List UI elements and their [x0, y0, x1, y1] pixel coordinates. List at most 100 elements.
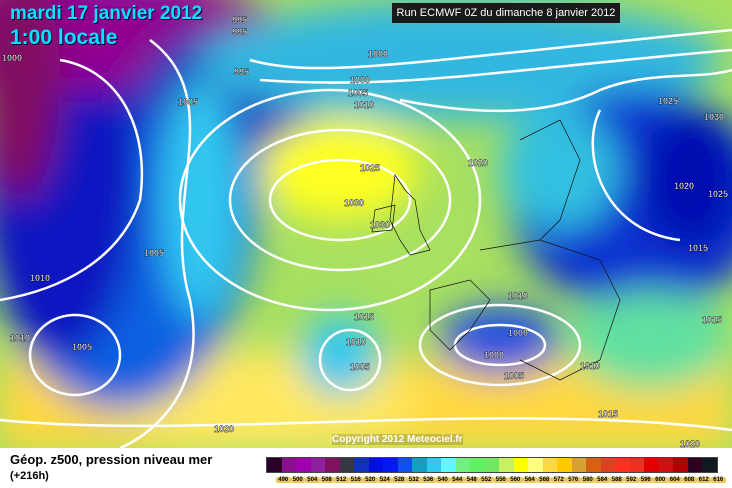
scale-swatch	[687, 458, 702, 472]
isobar-label: 1010	[346, 337, 366, 347]
scale-label: 512	[334, 477, 349, 483]
scale-swatch	[702, 458, 717, 472]
scale-swatch	[600, 458, 615, 472]
scale-label: 596	[638, 477, 653, 483]
color-scale-labels: 496 500 504 508 512 516 520 524 528 532 536 540 544 5…	[276, 477, 726, 483]
scale-label: 548	[464, 477, 479, 483]
scale-swatch	[586, 458, 601, 472]
scale-swatch	[658, 458, 673, 472]
isobar-label: 1015	[354, 312, 374, 322]
isobar-label: 1010	[580, 361, 600, 371]
scale-label: 524	[377, 477, 392, 483]
isobar-label: 1020	[674, 181, 694, 191]
isobar-label: 995	[232, 15, 247, 25]
scale-label: 604	[667, 477, 682, 483]
scale-swatch	[557, 458, 572, 472]
isobar-label: 1000	[2, 53, 22, 63]
scale-label: 584	[595, 477, 610, 483]
isobar-label: 1030	[344, 198, 364, 208]
scale-label: 508	[319, 477, 334, 483]
isobar-label: 1000	[350, 75, 370, 85]
forecast-date: mardi 17 janvier 2012	[10, 3, 203, 24]
forecast-time: 1:00 locale	[10, 26, 118, 49]
scale-swatch	[615, 458, 630, 472]
scale-swatch	[484, 458, 499, 472]
isobar-label: 1010	[30, 273, 50, 283]
isobar-label: 1000	[484, 350, 504, 360]
copyright: Copyright 2012 Meteociel.fr	[332, 434, 463, 445]
scale-label: 580	[580, 477, 595, 483]
scale-swatch	[513, 458, 528, 472]
scale-swatch	[673, 458, 688, 472]
scale-label: 588	[609, 477, 624, 483]
scale-swatch	[629, 458, 644, 472]
scale-label: 556	[493, 477, 508, 483]
scale-label: 552	[479, 477, 494, 483]
isobar-label: 1010	[508, 291, 528, 301]
scale-swatch	[412, 458, 427, 472]
scale-swatch	[528, 458, 543, 472]
scale-swatch	[339, 458, 354, 472]
scale-label: 592	[624, 477, 639, 483]
isobar-label: 1015	[688, 243, 708, 253]
isobar-label: 1015	[702, 315, 722, 325]
isobar-label: 1005	[72, 342, 92, 352]
isobar-label: 1005	[178, 97, 198, 107]
scale-swatch	[542, 458, 557, 472]
scale-swatch	[441, 458, 456, 472]
isobar-label: 1000	[368, 49, 388, 59]
isobar-label: 1010	[10, 333, 30, 343]
scale-label: 496	[276, 477, 291, 483]
scale-label: 600	[653, 477, 668, 483]
isobar-label: 1030	[370, 220, 390, 230]
scale-swatch	[383, 458, 398, 472]
scale-label: 612	[696, 477, 711, 483]
scale-swatch	[499, 458, 514, 472]
isobar-label: 1020	[680, 439, 700, 448]
scale-label: 560	[508, 477, 523, 483]
scale-label: 608	[682, 477, 697, 483]
scale-swatch	[267, 458, 282, 472]
scale-label: 504	[305, 477, 320, 483]
isobar-label: 1030	[704, 112, 724, 122]
isobar-label: 1015	[598, 409, 618, 419]
scale-swatch	[470, 458, 485, 472]
isobar-label: 1005	[350, 362, 370, 372]
scale-swatch	[644, 458, 659, 472]
scale-swatch	[426, 458, 441, 472]
scale-label: 536	[421, 477, 436, 483]
scale-swatch	[455, 458, 470, 472]
isobar-label: 1005	[144, 248, 164, 258]
isobar-label: 1020	[468, 158, 488, 168]
isobar-label: 1005	[348, 88, 368, 98]
isobar-label: 1000	[508, 328, 528, 338]
scale-label: 500	[290, 477, 305, 483]
scale-label: 576	[566, 477, 581, 483]
isobar-label: 1025	[708, 189, 728, 199]
scale-swatch	[397, 458, 412, 472]
scale-label: 564	[522, 477, 537, 483]
isobar-label: 995	[234, 67, 249, 77]
color-scale	[266, 457, 718, 473]
isobar-label: 1005	[504, 371, 524, 381]
isobar-label: 1025	[658, 96, 678, 106]
map-caption: Géop. z500, pression niveau mer	[10, 452, 213, 467]
scale-swatch	[325, 458, 340, 472]
scale-label: 568	[537, 477, 552, 483]
scale-label: 544	[450, 477, 465, 483]
scale-swatch	[354, 458, 369, 472]
isobar-label: 1025	[360, 163, 380, 173]
scale-swatch	[571, 458, 586, 472]
scale-swatch	[310, 458, 325, 472]
weather-map: 995 995 1000 995 1000 1000 1005 1010 1005 1025 103…	[0, 0, 732, 448]
isobar-label: 1010	[354, 100, 374, 110]
lead-time: (+216h)	[10, 470, 49, 482]
isobar-label: 995	[232, 27, 247, 37]
scale-label: 528	[392, 477, 407, 483]
scale-label: 520	[363, 477, 378, 483]
scale-label: 616	[711, 477, 726, 483]
scale-label: 540	[435, 477, 450, 483]
scale-label: 572	[551, 477, 566, 483]
scale-label: 516	[348, 477, 363, 483]
isobar-label: 1020	[214, 424, 234, 434]
